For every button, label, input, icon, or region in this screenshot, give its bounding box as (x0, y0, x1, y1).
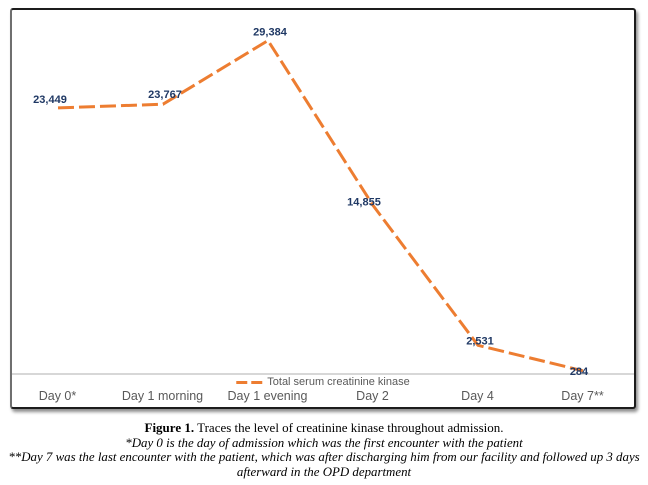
chart-panel: 23,449 23,767 29,384 14,855 2,531 284 Total s… (10, 8, 636, 409)
data-label: 14,855 (347, 196, 381, 208)
caption-text: Traces the level of creatinine kinase th… (194, 420, 504, 435)
series-line (57, 39, 584, 373)
legend-line-icon (251, 380, 263, 384)
data-label: 284 (570, 366, 589, 378)
data-label: 23,449 (33, 94, 67, 106)
legend-line-icon (236, 380, 248, 384)
x-axis-label: Day 1 evening (227, 389, 308, 403)
figure-number: Figure 1. (144, 420, 195, 435)
x-axis-label: Day 7** (561, 389, 604, 403)
figure-caption: Figure 1. Traces the level of creatinine… (0, 420, 648, 479)
footnote-day7: **Day 7 was the last encounter with the … (8, 450, 640, 479)
x-axis-labels: Day 0* Day 1 morning Day 1 evening Day 2 Day… (5, 389, 635, 405)
data-label: 23,767 (148, 89, 182, 101)
legend: Total serum creatinine kinase (236, 376, 410, 388)
data-label: 29,384 (253, 27, 288, 39)
x-axis-label: Day 4 (461, 389, 494, 403)
legend-series-label: Total serum creatinine kinase (267, 376, 410, 388)
x-axis-label: Day 1 morning (121, 389, 204, 403)
x-axis-label: Day 2 (356, 389, 389, 403)
footnote-day0: *Day 0 is the day of admission which was… (125, 435, 523, 450)
line-chart: 23,449 23,767 29,384 14,855 2,531 284 (12, 27, 634, 378)
x-axis-label: Day 0* (38, 389, 77, 403)
caption-line: Figure 1. Traces the level of creatinine… (2, 420, 646, 436)
data-label: 2,531 (466, 335, 494, 347)
